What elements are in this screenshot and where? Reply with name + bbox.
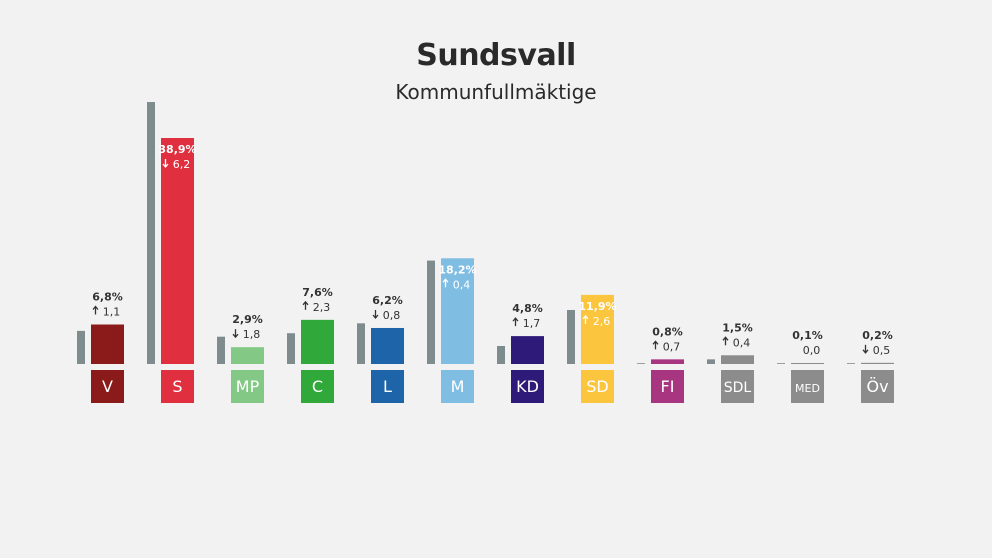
previous-result-bar xyxy=(847,363,855,364)
previous-result-bar xyxy=(427,260,435,364)
current-result-bar xyxy=(791,363,824,364)
party-label: V xyxy=(102,377,113,396)
party-label-box xyxy=(371,370,404,403)
chart-title: Sundsvall xyxy=(416,38,576,73)
previous-result-bar xyxy=(707,359,715,364)
party-label-box xyxy=(161,370,194,403)
previous-result-bar xyxy=(77,330,85,364)
change-arrow-head-icon xyxy=(92,305,99,310)
change-label: 1,8 xyxy=(243,328,261,341)
value-label: 4,8% xyxy=(512,302,543,315)
change-arrow-head-icon xyxy=(232,333,239,339)
change-arrow-head-icon xyxy=(582,314,589,320)
party-label-box xyxy=(231,370,264,403)
previous-result-bar xyxy=(567,309,575,364)
party-label: M xyxy=(451,377,465,396)
value-label: 18,2% xyxy=(438,263,476,276)
change-arrow-head-icon xyxy=(512,317,519,322)
previous-result-bar xyxy=(287,333,295,364)
party-label: KD xyxy=(516,377,539,396)
previous-result-bar xyxy=(637,363,645,364)
change-arrow-head-icon xyxy=(372,314,379,319)
change-label: 0,0 xyxy=(803,344,821,357)
value-label: 6,8% xyxy=(92,290,123,303)
value-label: 11,9% xyxy=(578,300,616,313)
party-label-box xyxy=(721,370,754,403)
party-label: S xyxy=(172,377,182,396)
previous-result-bar xyxy=(357,323,365,364)
party-label-box xyxy=(581,370,614,403)
change-label: 2,6 xyxy=(593,315,611,328)
previous-result-bar xyxy=(777,363,785,364)
party-label: MED xyxy=(795,382,820,395)
change-label: 0,4 xyxy=(733,336,751,349)
change-arrow-head-icon xyxy=(162,163,169,169)
current-result-bar xyxy=(441,258,474,364)
current-result-bar xyxy=(91,324,124,364)
change-label: 0,8 xyxy=(383,309,401,322)
change-arrow-head-icon xyxy=(652,340,659,345)
change-label: 0,5 xyxy=(873,344,891,357)
chart-subtitle: Kommunfullmäktige xyxy=(395,80,597,104)
current-result-bar xyxy=(721,355,754,364)
previous-result-bar xyxy=(147,102,155,364)
party-label-box xyxy=(791,370,824,403)
party-label-box xyxy=(441,370,474,403)
party-label-box xyxy=(91,370,124,403)
party-label: MP xyxy=(236,377,260,396)
value-label: 7,6% xyxy=(302,286,333,299)
value-label: 6,2% xyxy=(372,294,403,307)
change-label: 1,7 xyxy=(523,317,541,330)
change-arrow-head-icon xyxy=(302,300,309,306)
change-arrow-head-icon xyxy=(722,336,729,341)
change-arrow-head-icon xyxy=(442,278,449,283)
previous-result-bar xyxy=(497,345,505,364)
current-result-bar xyxy=(301,319,334,364)
party-label: SD xyxy=(586,377,608,396)
value-label: 38,9% xyxy=(158,143,196,156)
value-label: 1,5% xyxy=(722,321,753,334)
party-label-box xyxy=(301,370,334,403)
change-arrow-head-icon xyxy=(862,349,869,354)
current-result-bar xyxy=(651,359,684,364)
change-label: 0,4 xyxy=(453,278,471,291)
previous-result-bar xyxy=(217,336,225,364)
change-label: 1,1 xyxy=(103,305,121,318)
value-label: 0,1% xyxy=(792,329,823,342)
party-label: SDL xyxy=(724,380,752,396)
change-label: 6,2 xyxy=(173,158,191,171)
current-result-bar xyxy=(371,327,404,364)
party-label-box xyxy=(511,370,544,403)
current-result-bar xyxy=(511,336,544,364)
current-result-bar xyxy=(581,294,614,364)
party-label-box xyxy=(651,370,684,403)
party-label: Öv xyxy=(866,377,888,396)
value-label: 0,8% xyxy=(652,325,683,338)
change-label: 0,7 xyxy=(663,340,681,353)
change-label: 2,3 xyxy=(313,301,331,314)
party-label: L xyxy=(383,377,392,396)
current-result-bar xyxy=(861,362,894,364)
current-result-bar xyxy=(161,138,194,364)
value-label: 2,9% xyxy=(232,313,263,326)
party-label: FI xyxy=(661,377,675,396)
value-label: 0,2% xyxy=(862,329,893,342)
party-label: C xyxy=(312,377,323,396)
current-result-bar xyxy=(231,347,264,364)
party-label-box xyxy=(861,370,894,403)
